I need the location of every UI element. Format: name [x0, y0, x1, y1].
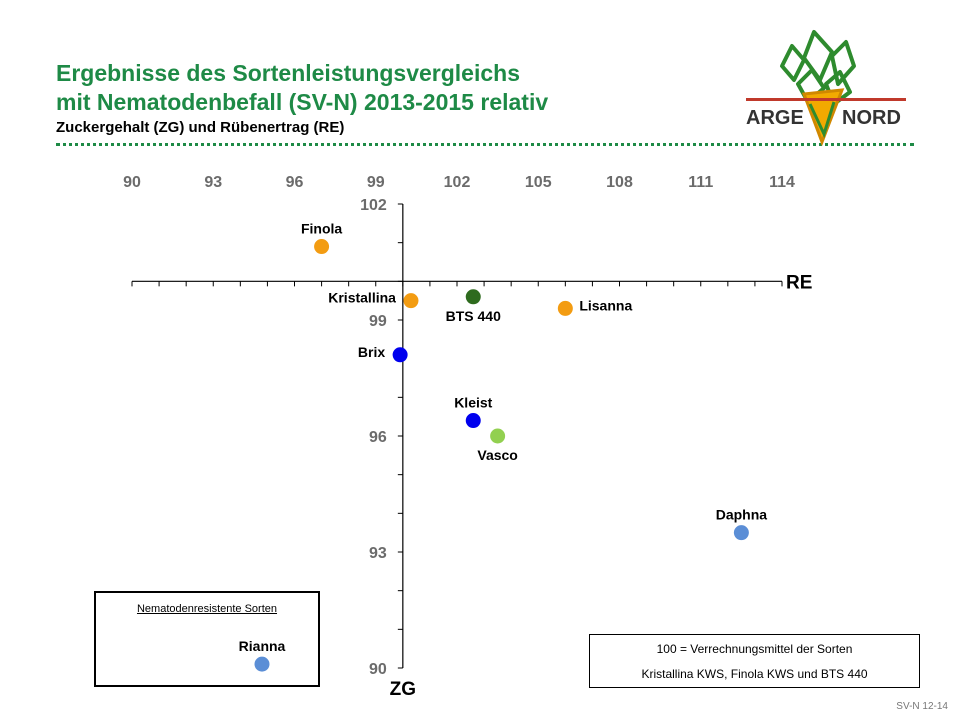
footer-code: SV-N 12-14	[896, 701, 948, 712]
data-point	[490, 428, 506, 444]
page-subtitle: Zuckergehalt (ZG) und Rübenertrag (RE)	[56, 119, 345, 136]
x-tick-label: 96	[286, 174, 304, 191]
page-title-line1: Ergebnisse des Sortenleistungsvergleichs	[56, 60, 520, 86]
x-tick-label: 99	[367, 174, 385, 191]
data-point	[465, 289, 481, 305]
data-point	[403, 293, 419, 309]
data-point	[733, 525, 749, 541]
data-point	[465, 413, 481, 429]
reference-note-line1: 100 = Verrechnungsmittel der Sorten	[656, 642, 853, 656]
page-title-line2: mit Nematodenbefall (SV-N) 2013-2015 rel…	[56, 89, 549, 115]
data-point	[557, 300, 573, 316]
logo-text-left: ARGE	[746, 107, 804, 129]
x-tick-label: 114	[769, 174, 795, 191]
x-tick-label: 111	[688, 174, 713, 191]
x-tick-label: 105	[525, 174, 552, 191]
data-point-label: Rianna	[239, 638, 286, 654]
y-tick-label: 93	[369, 545, 387, 562]
data-point-label: Daphna	[716, 507, 768, 523]
data-point-label: Kleist	[454, 395, 492, 411]
x-tick-label: 90	[123, 174, 141, 191]
data-point	[254, 656, 270, 672]
data-point-label: Lisanna	[579, 297, 632, 313]
data-point-label: BTS 440	[446, 308, 501, 324]
arge-nord-logo: ARGE NORD	[746, 30, 906, 147]
x-axis-label: RE	[786, 272, 812, 293]
data-point-label: Finola	[301, 221, 342, 237]
data-point-label: Vasco	[477, 447, 517, 463]
y-axis-label: ZG	[390, 679, 416, 700]
y-tick-label: 99	[369, 313, 387, 330]
data-point	[392, 347, 408, 363]
data-point	[314, 239, 330, 255]
y-tick-label: 90	[369, 661, 387, 678]
data-point-label: Brix	[358, 344, 385, 360]
x-tick-label: 93	[204, 174, 222, 191]
y-tick-label: 96	[369, 429, 387, 446]
reference-note-box: 100 = Verrechnungsmittel der Sorten Kris…	[589, 634, 920, 688]
y-tick-label: 102	[360, 197, 387, 214]
reference-note-line2: Kristallina KWS, Finola KWS und BTS 440	[641, 667, 868, 681]
legend-box: Nematodenresistente Sorten	[94, 591, 320, 687]
data-point-label: Kristallina	[328, 290, 396, 306]
legend-title: Nematodenresistente Sorten	[136, 603, 278, 615]
x-tick-label: 102	[444, 174, 471, 191]
logo-text-right: NORD	[842, 107, 901, 129]
title-divider	[56, 143, 914, 146]
x-tick-label: 108	[606, 174, 633, 191]
